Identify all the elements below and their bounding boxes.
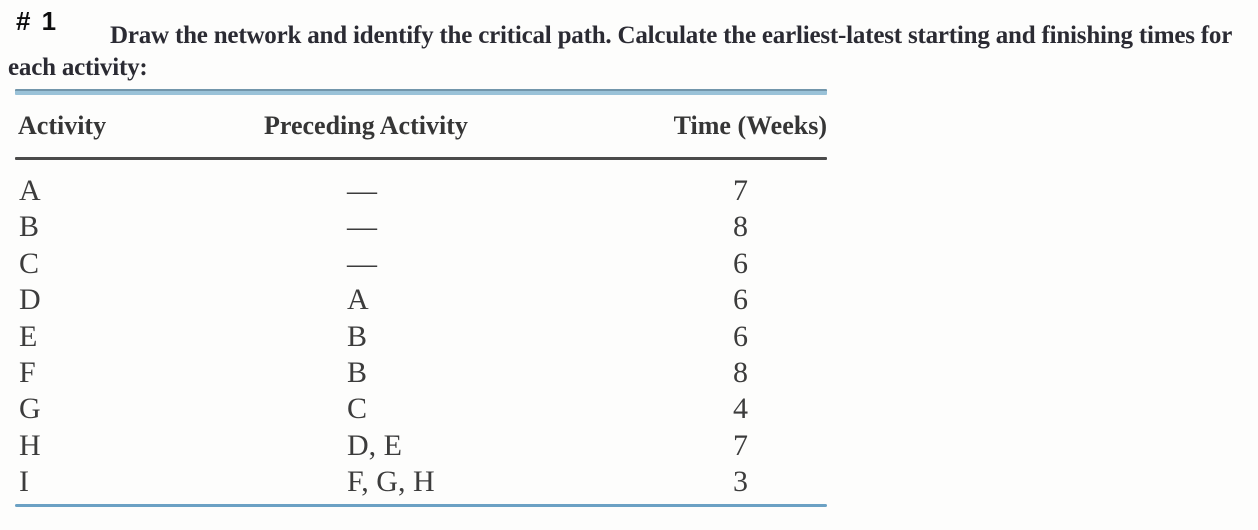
time-cell: 7 (733, 174, 748, 207)
time-cell: 6 (733, 283, 748, 317)
table-row: B — 8 (15, 209, 827, 245)
table-top-rule (15, 89, 827, 95)
table-row: D A 6 (15, 282, 827, 318)
activity-table: Activity Preceding Activity Time (Weeks)… (15, 89, 827, 507)
time-cell: 4 (733, 392, 748, 426)
table-row: I F, G, H 3 (15, 464, 827, 500)
problem-statement: Draw the network and identify the critic… (8, 22, 1232, 81)
column-header-preceding-activity: Preceding Activity (264, 111, 468, 140)
time-cell: 6 (733, 319, 748, 353)
activity-cell: A (19, 174, 41, 207)
preceding-activity-cell: F, G, H (347, 465, 435, 499)
problem-number: # 1 (16, 6, 59, 36)
column-header-activity: Activity (18, 111, 107, 140)
preceding-activity-cell: — (347, 174, 377, 207)
table-row: A — 7 (15, 173, 827, 209)
activity-cell: I (19, 465, 29, 499)
table-row: E B 6 (15, 319, 827, 355)
activity-cell: H (19, 428, 41, 462)
time-cell: 7 (733, 428, 748, 462)
activity-cell: G (19, 392, 41, 426)
activity-cell: C (19, 246, 40, 280)
activity-cell: F (19, 355, 36, 389)
time-cell: 3 (733, 465, 748, 499)
column-header-time-weeks: Time (Weeks) (673, 111, 827, 140)
preceding-activity-cell: — (347, 246, 377, 280)
activity-cell: E (19, 319, 38, 353)
table-bottom-rule (15, 503, 827, 507)
preceding-activity-cell: C (347, 392, 368, 426)
table-header-row: Activity Preceding Activity Time (Weeks) (15, 95, 827, 157)
table-row: G C 4 (15, 391, 827, 427)
preceding-activity-cell: B (347, 355, 368, 389)
table-row: H D, E 7 (15, 428, 827, 464)
time-cell: 8 (733, 355, 748, 389)
table-row: F B 8 (15, 355, 827, 391)
time-cell: 6 (733, 246, 748, 280)
table-row: C — 6 (15, 246, 827, 282)
activity-cell: B (19, 210, 40, 244)
table-header-rule (15, 157, 827, 160)
preceding-activity-cell: B (347, 319, 368, 353)
preceding-activity-cell: A (347, 283, 369, 317)
table-body: A — 7 B — 8 C — 6 D A 6 E B 6 F B 8 G C … (15, 160, 827, 504)
preceding-activity-cell: — (347, 210, 377, 244)
time-cell: 8 (733, 210, 748, 244)
activity-cell: D (19, 283, 41, 317)
preceding-activity-cell: D, E (347, 428, 402, 462)
